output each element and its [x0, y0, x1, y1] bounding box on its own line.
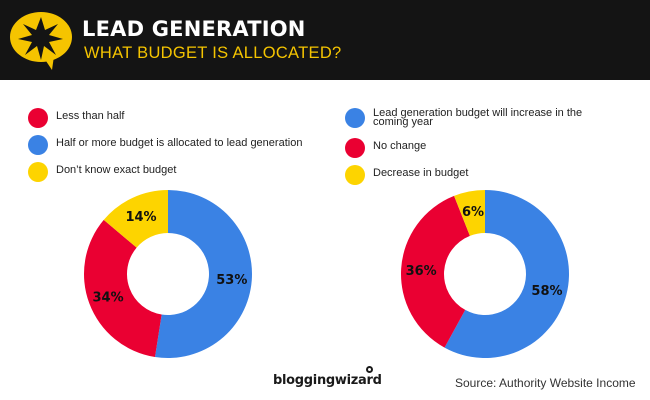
- legend-label: Decrease in budget: [373, 167, 469, 179]
- legend-item: Half or more budget is allocated to lead…: [28, 135, 306, 162]
- donut-slice: [103, 190, 168, 248]
- legend-swatch: [345, 165, 365, 185]
- donut-slice: [444, 190, 569, 358]
- star-speech-bubble-icon: [10, 12, 72, 70]
- legend-swatch: [28, 108, 48, 128]
- donut-slice: [400, 195, 470, 348]
- legend-swatch: [28, 135, 48, 155]
- data-label: 6%: [462, 205, 484, 220]
- donut-slice: [154, 190, 253, 358]
- legend-label: Half or more budget is allocated to lead…: [56, 137, 303, 149]
- legend-label: Lead generation budget will increase in …: [373, 107, 583, 128]
- data-label: 53%: [216, 273, 247, 288]
- brand-logo: bloggingwizard: [273, 373, 382, 388]
- legend-item: Less than half: [28, 108, 306, 135]
- legend-label: Less than half: [56, 110, 125, 122]
- legend-label: No change: [373, 140, 427, 152]
- brand-mark-icon: [366, 366, 373, 373]
- legend-item: Decrease in budget: [345, 165, 598, 192]
- legend-swatch: [28, 162, 48, 182]
- donut-chart-1: 53% 34% 14%: [84, 190, 253, 358]
- header: LEAD GENERATION WHAT BUDGET IS ALLOCATED…: [0, 0, 650, 80]
- donut-slice: [84, 219, 162, 357]
- donut-slice: [454, 190, 485, 236]
- data-label: 58%: [531, 284, 562, 299]
- data-label: 34%: [92, 290, 123, 305]
- data-label: 36%: [406, 264, 437, 279]
- data-label: 14%: [125, 210, 156, 225]
- legend-left: Less than half Half or more budget is al…: [28, 108, 306, 189]
- legend-label: Don’t know exact budget: [56, 164, 177, 176]
- legend-item: No change: [345, 138, 598, 165]
- legend-item: Don’t know exact budget: [28, 162, 306, 189]
- legend-swatch: [345, 108, 365, 128]
- legend-swatch: [345, 138, 365, 158]
- donut-chart-2: 58% 36% 6%: [400, 190, 569, 358]
- source-note: Source: Authority Website Income: [455, 376, 636, 390]
- legend-right: Lead generation budget will increase in …: [345, 108, 598, 192]
- page-title: LEAD GENERATION: [82, 17, 306, 41]
- page-subtitle: WHAT BUDGET IS ALLOCATED?: [84, 44, 342, 62]
- legend-item: Lead generation budget will increase in …: [345, 108, 598, 138]
